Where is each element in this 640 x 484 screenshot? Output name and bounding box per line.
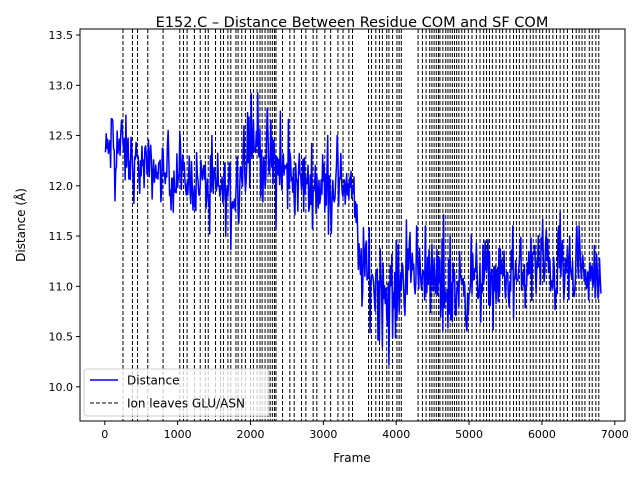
y-tick-label: 10.0 [49,381,74,394]
y-tick-label: 11.0 [49,280,74,293]
axes-frame [79,28,626,422]
x-tick-label: 4000 [382,428,410,441]
distance-series [104,92,602,366]
legend-box [83,368,270,417]
plot-area [104,29,602,421]
distance-line [104,92,602,366]
y-axis-ticks: 10.0 10.5 11.0 11.5 12.0 12.5 13.0 13.5 [49,29,80,394]
x-tick-label: 7000 [601,428,629,441]
y-tick-label: 13.0 [49,79,74,92]
y-tick-label: 11.5 [49,230,74,243]
y-tick-label: 10.5 [49,331,74,344]
chart-title: E152.C – Distance Between Residue COM an… [156,15,549,31]
y-axis-label: Distance (Å) [13,188,28,262]
y-tick-label: 12.5 [49,130,74,143]
x-tick-label: 1000 [164,428,192,441]
legend: Distance Ion leaves GLU/ASN [83,368,270,417]
x-tick-label: 5000 [455,428,483,441]
legend-label-ion-leaves: Ion leaves GLU/ASN [127,397,245,411]
x-tick-label: 2000 [236,428,264,441]
y-tick-label: 12.0 [49,180,74,193]
x-tick-label: 3000 [309,428,337,441]
x-axis-ticks: 0 1000 2000 3000 4000 5000 6000 7000 [101,421,629,441]
x-axis-label: Frame [333,451,370,465]
legend-label-distance: Distance [127,374,179,388]
x-tick-label: 6000 [528,428,556,441]
y-tick-label: 13.5 [49,29,74,42]
x-tick-label: 0 [101,428,108,441]
